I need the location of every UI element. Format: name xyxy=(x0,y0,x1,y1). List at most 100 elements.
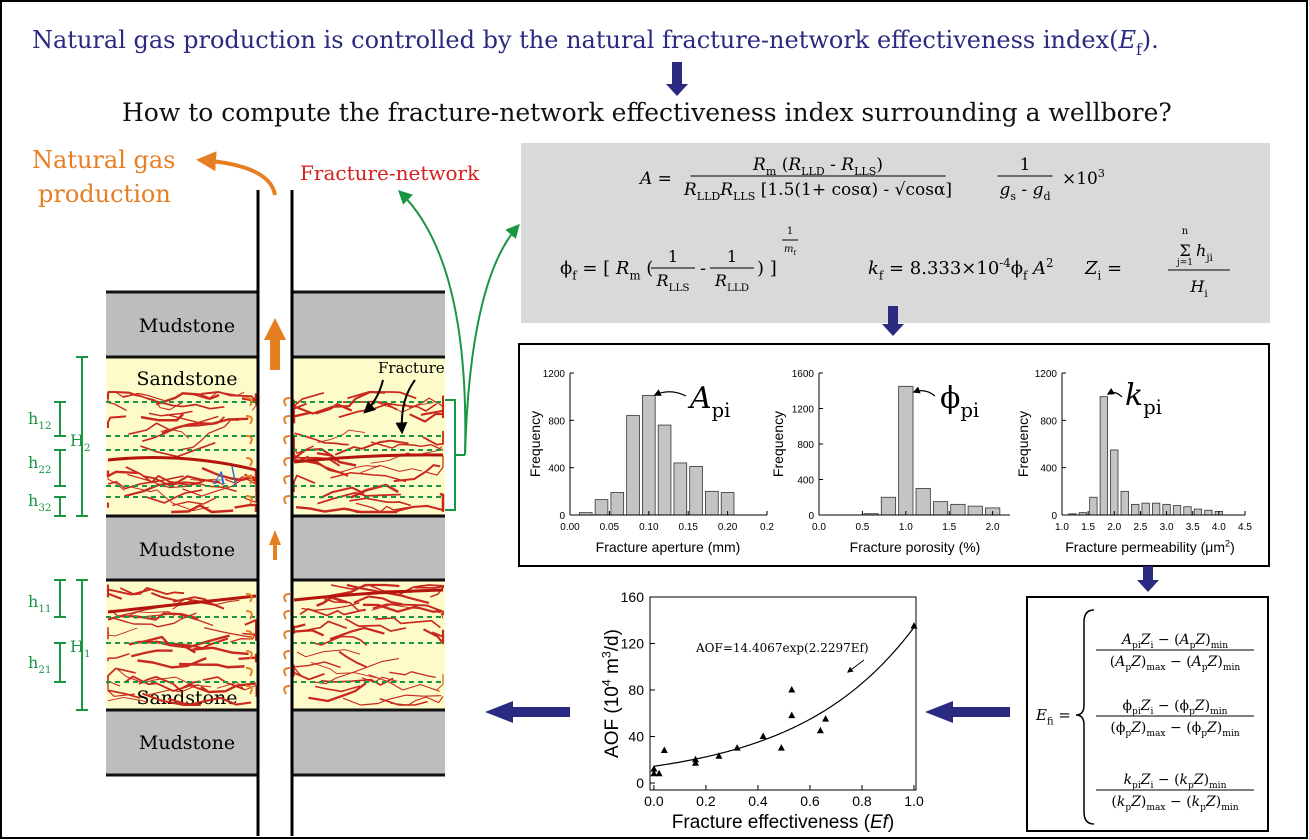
text-segment: R xyxy=(840,155,854,175)
main-fracture xyxy=(107,456,257,472)
tick-label: 0.2 xyxy=(760,522,774,533)
denominator: (ApZ)max − (ApZ)min xyxy=(1110,654,1241,673)
text-segment: m xyxy=(629,268,640,282)
text-segment: p xyxy=(1125,663,1131,673)
text-segment: LLS xyxy=(733,190,755,203)
fracture xyxy=(107,415,127,428)
tick-label: 0 xyxy=(808,511,814,522)
flow-up xyxy=(269,530,281,560)
text-segment: A xyxy=(1113,654,1125,670)
text-segment: A xyxy=(1178,632,1190,648)
fracture xyxy=(330,583,400,598)
text-segment: min xyxy=(1210,707,1228,717)
text-segment: k xyxy=(1180,772,1188,788)
fracture xyxy=(334,439,409,456)
annotation: ϕpi xyxy=(940,381,979,422)
text-segment: f xyxy=(572,268,578,282)
tick-label: 160 xyxy=(621,589,645,605)
numerator: 1 xyxy=(727,247,737,266)
inflow xyxy=(245,667,253,677)
text-segment: m xyxy=(766,165,777,178)
brace xyxy=(1075,609,1095,825)
text-segment: p xyxy=(1201,729,1207,739)
aperture-marker xyxy=(231,465,237,487)
text-segment: 2 xyxy=(84,442,91,454)
flow-arrow xyxy=(925,701,1010,723)
bar xyxy=(932,501,949,516)
text-segment: Z xyxy=(1130,654,1141,670)
denominator: gs - gd xyxy=(999,180,1050,203)
main-fracture xyxy=(293,453,444,464)
text-segment: h xyxy=(28,653,38,672)
bar xyxy=(880,496,897,516)
fit-pointer xyxy=(847,659,865,673)
bar xyxy=(626,415,640,516)
fracture xyxy=(436,674,444,691)
text-segment: E xyxy=(1035,706,1047,724)
text-segment: AOF (10 xyxy=(602,686,623,758)
text-segment: ( xyxy=(1111,794,1116,810)
tick-label: 400 xyxy=(548,464,565,475)
fracture xyxy=(203,627,252,638)
text-segment: h xyxy=(1196,241,1206,260)
text-segment: min xyxy=(1221,803,1239,813)
text-segment: LLD xyxy=(727,282,749,294)
text-segment: LLS xyxy=(854,165,876,178)
text-segment: k xyxy=(1117,794,1125,810)
tick-label: 3.5 xyxy=(1186,522,1200,533)
fracture xyxy=(142,692,201,706)
fracture xyxy=(317,429,365,443)
text-segment: m xyxy=(602,658,623,679)
fracture xyxy=(155,392,220,406)
text-segment: Z xyxy=(1193,772,1204,788)
text-segment: H xyxy=(70,431,84,450)
fracture xyxy=(431,631,444,644)
fracture xyxy=(349,497,412,507)
tick-label: 1.5 xyxy=(1081,522,1095,533)
fracture xyxy=(379,697,428,706)
layer xyxy=(292,580,445,710)
text-segment: − ( xyxy=(1166,654,1192,670)
text-segment: pi xyxy=(960,399,979,422)
inflow xyxy=(245,630,253,640)
text-segment: k xyxy=(1192,794,1200,810)
text-segment: R xyxy=(787,155,801,175)
bar xyxy=(673,462,688,516)
formula: ϕf = [ Rm ( xyxy=(560,258,653,282)
text-segment: k xyxy=(1124,772,1132,788)
fracture xyxy=(172,597,215,606)
tick-label: 0.15 xyxy=(678,522,698,533)
denominator: (kpZ)max − (kpZ)min xyxy=(1111,794,1238,813)
fracture xyxy=(329,626,385,641)
layer xyxy=(106,710,258,775)
text-segment: Z xyxy=(1140,632,1151,648)
text-segment: A xyxy=(1120,632,1132,648)
x-axis-label: Fracture permeability (μm2) xyxy=(1065,538,1235,555)
text-segment: = 8.333×10 xyxy=(883,258,999,279)
fracture xyxy=(340,465,380,473)
text-segment: p xyxy=(1200,803,1206,813)
fracture xyxy=(182,474,252,497)
pointer xyxy=(395,379,416,435)
text-segment: Natural gas production is controlled by … xyxy=(32,26,1118,54)
text-segment: [1.5(1+ cosα) - √cosα] xyxy=(755,180,952,200)
fracture xyxy=(296,649,361,658)
inflow xyxy=(245,610,253,620)
text-segment: ×10 xyxy=(1062,169,1098,189)
text-segment: Z xyxy=(1194,698,1205,714)
flow-arrow xyxy=(666,62,688,96)
numerator: Rm (RLLD - RLLS) xyxy=(752,155,883,178)
tick-label: 0.6 xyxy=(800,793,820,809)
text-segment: − ( xyxy=(1153,632,1179,648)
text-segment: ji xyxy=(1205,252,1213,264)
fracture xyxy=(201,466,258,483)
text-segment: ) xyxy=(888,812,894,833)
text-segment: p xyxy=(1188,781,1194,791)
inflow xyxy=(283,650,291,660)
denominator: (ϕpZ)max − (ϕpZ)min xyxy=(1110,720,1239,739)
text-segment: A xyxy=(638,169,652,189)
point xyxy=(692,759,700,766)
inflow xyxy=(283,630,291,640)
text-segment: d xyxy=(1043,190,1050,203)
bar xyxy=(915,487,931,516)
